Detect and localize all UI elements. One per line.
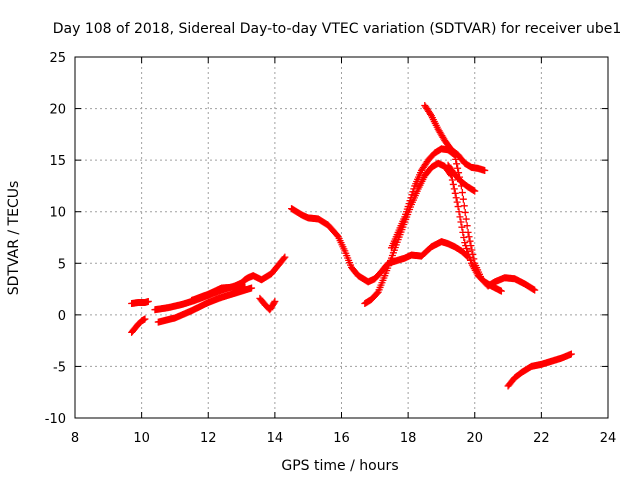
data-point <box>470 255 478 263</box>
data-point <box>449 180 457 188</box>
y-tick-label: 15 <box>49 154 66 169</box>
data-point <box>248 284 256 292</box>
x-tick-label: 10 <box>133 431 150 446</box>
data-point <box>451 189 459 197</box>
data-point <box>141 315 149 323</box>
data-layer <box>128 101 575 390</box>
x-tick-label: 8 <box>71 431 79 446</box>
series-track-2 <box>128 315 149 336</box>
data-point <box>462 215 470 223</box>
x-axis-title: GPS time / hours <box>281 458 398 474</box>
data-point <box>458 189 466 197</box>
data-point <box>471 187 479 195</box>
data-point <box>481 166 489 174</box>
x-tick-label: 16 <box>333 431 350 446</box>
data-point <box>461 208 469 216</box>
y-tick-label: 20 <box>49 103 66 118</box>
series-track-12 <box>504 350 575 390</box>
y-axis-title: SDTVAR / TECUs <box>6 181 22 296</box>
x-tick-label: 22 <box>533 431 550 446</box>
data-point <box>464 228 472 236</box>
y-tick-label: -10 <box>45 412 66 427</box>
data-point <box>459 195 467 203</box>
data-point <box>567 350 575 358</box>
data-point <box>463 222 471 230</box>
data-point <box>452 194 460 202</box>
data-point <box>280 254 288 262</box>
data-point <box>455 208 463 216</box>
y-tick-label: 10 <box>49 206 66 221</box>
data-point <box>460 234 468 241</box>
data-point <box>457 218 465 226</box>
data-point <box>468 246 476 254</box>
y-tick-label: 25 <box>49 51 66 66</box>
series-track-11 <box>444 161 479 195</box>
data-point <box>467 242 475 250</box>
data-point <box>469 250 477 258</box>
data-point <box>270 299 278 307</box>
axis-ticks: 8 10 12 14 16 18 20 22 24 -10 -5 0 5 10 15 20 25 <box>45 51 617 446</box>
series-track-6 <box>256 294 279 314</box>
data-point <box>466 237 474 245</box>
y-tick-label: -5 <box>53 360 66 375</box>
data-point <box>144 297 152 305</box>
x-tick-label: 12 <box>200 431 217 446</box>
data-point <box>454 203 462 211</box>
series-track-5 <box>188 283 249 304</box>
data-point <box>448 176 456 184</box>
data-point <box>460 202 468 210</box>
y-tick-label: 5 <box>58 257 66 272</box>
data-point <box>456 213 464 221</box>
data-point <box>241 283 249 291</box>
data-point <box>271 297 279 305</box>
data-point <box>454 164 462 172</box>
data-point <box>531 286 539 294</box>
y-tick-label: 0 <box>58 309 66 324</box>
x-tick-label: 24 <box>600 431 617 446</box>
data-point <box>281 253 289 261</box>
data-point <box>453 160 461 168</box>
data-point <box>453 198 461 206</box>
data-point <box>465 233 473 241</box>
data-point <box>452 155 460 163</box>
x-tick-label: 14 <box>267 431 284 446</box>
series-track-10 <box>421 101 489 174</box>
grid <box>75 57 608 418</box>
chart-title: Day 108 of 2018, Sidereal Day-to-day VTE… <box>53 21 622 37</box>
x-tick-label: 20 <box>466 431 483 446</box>
x-tick-label: 18 <box>400 431 417 446</box>
data-point <box>458 223 466 231</box>
data-point <box>450 185 458 193</box>
data-point <box>497 287 505 295</box>
series-track-1 <box>128 297 152 308</box>
